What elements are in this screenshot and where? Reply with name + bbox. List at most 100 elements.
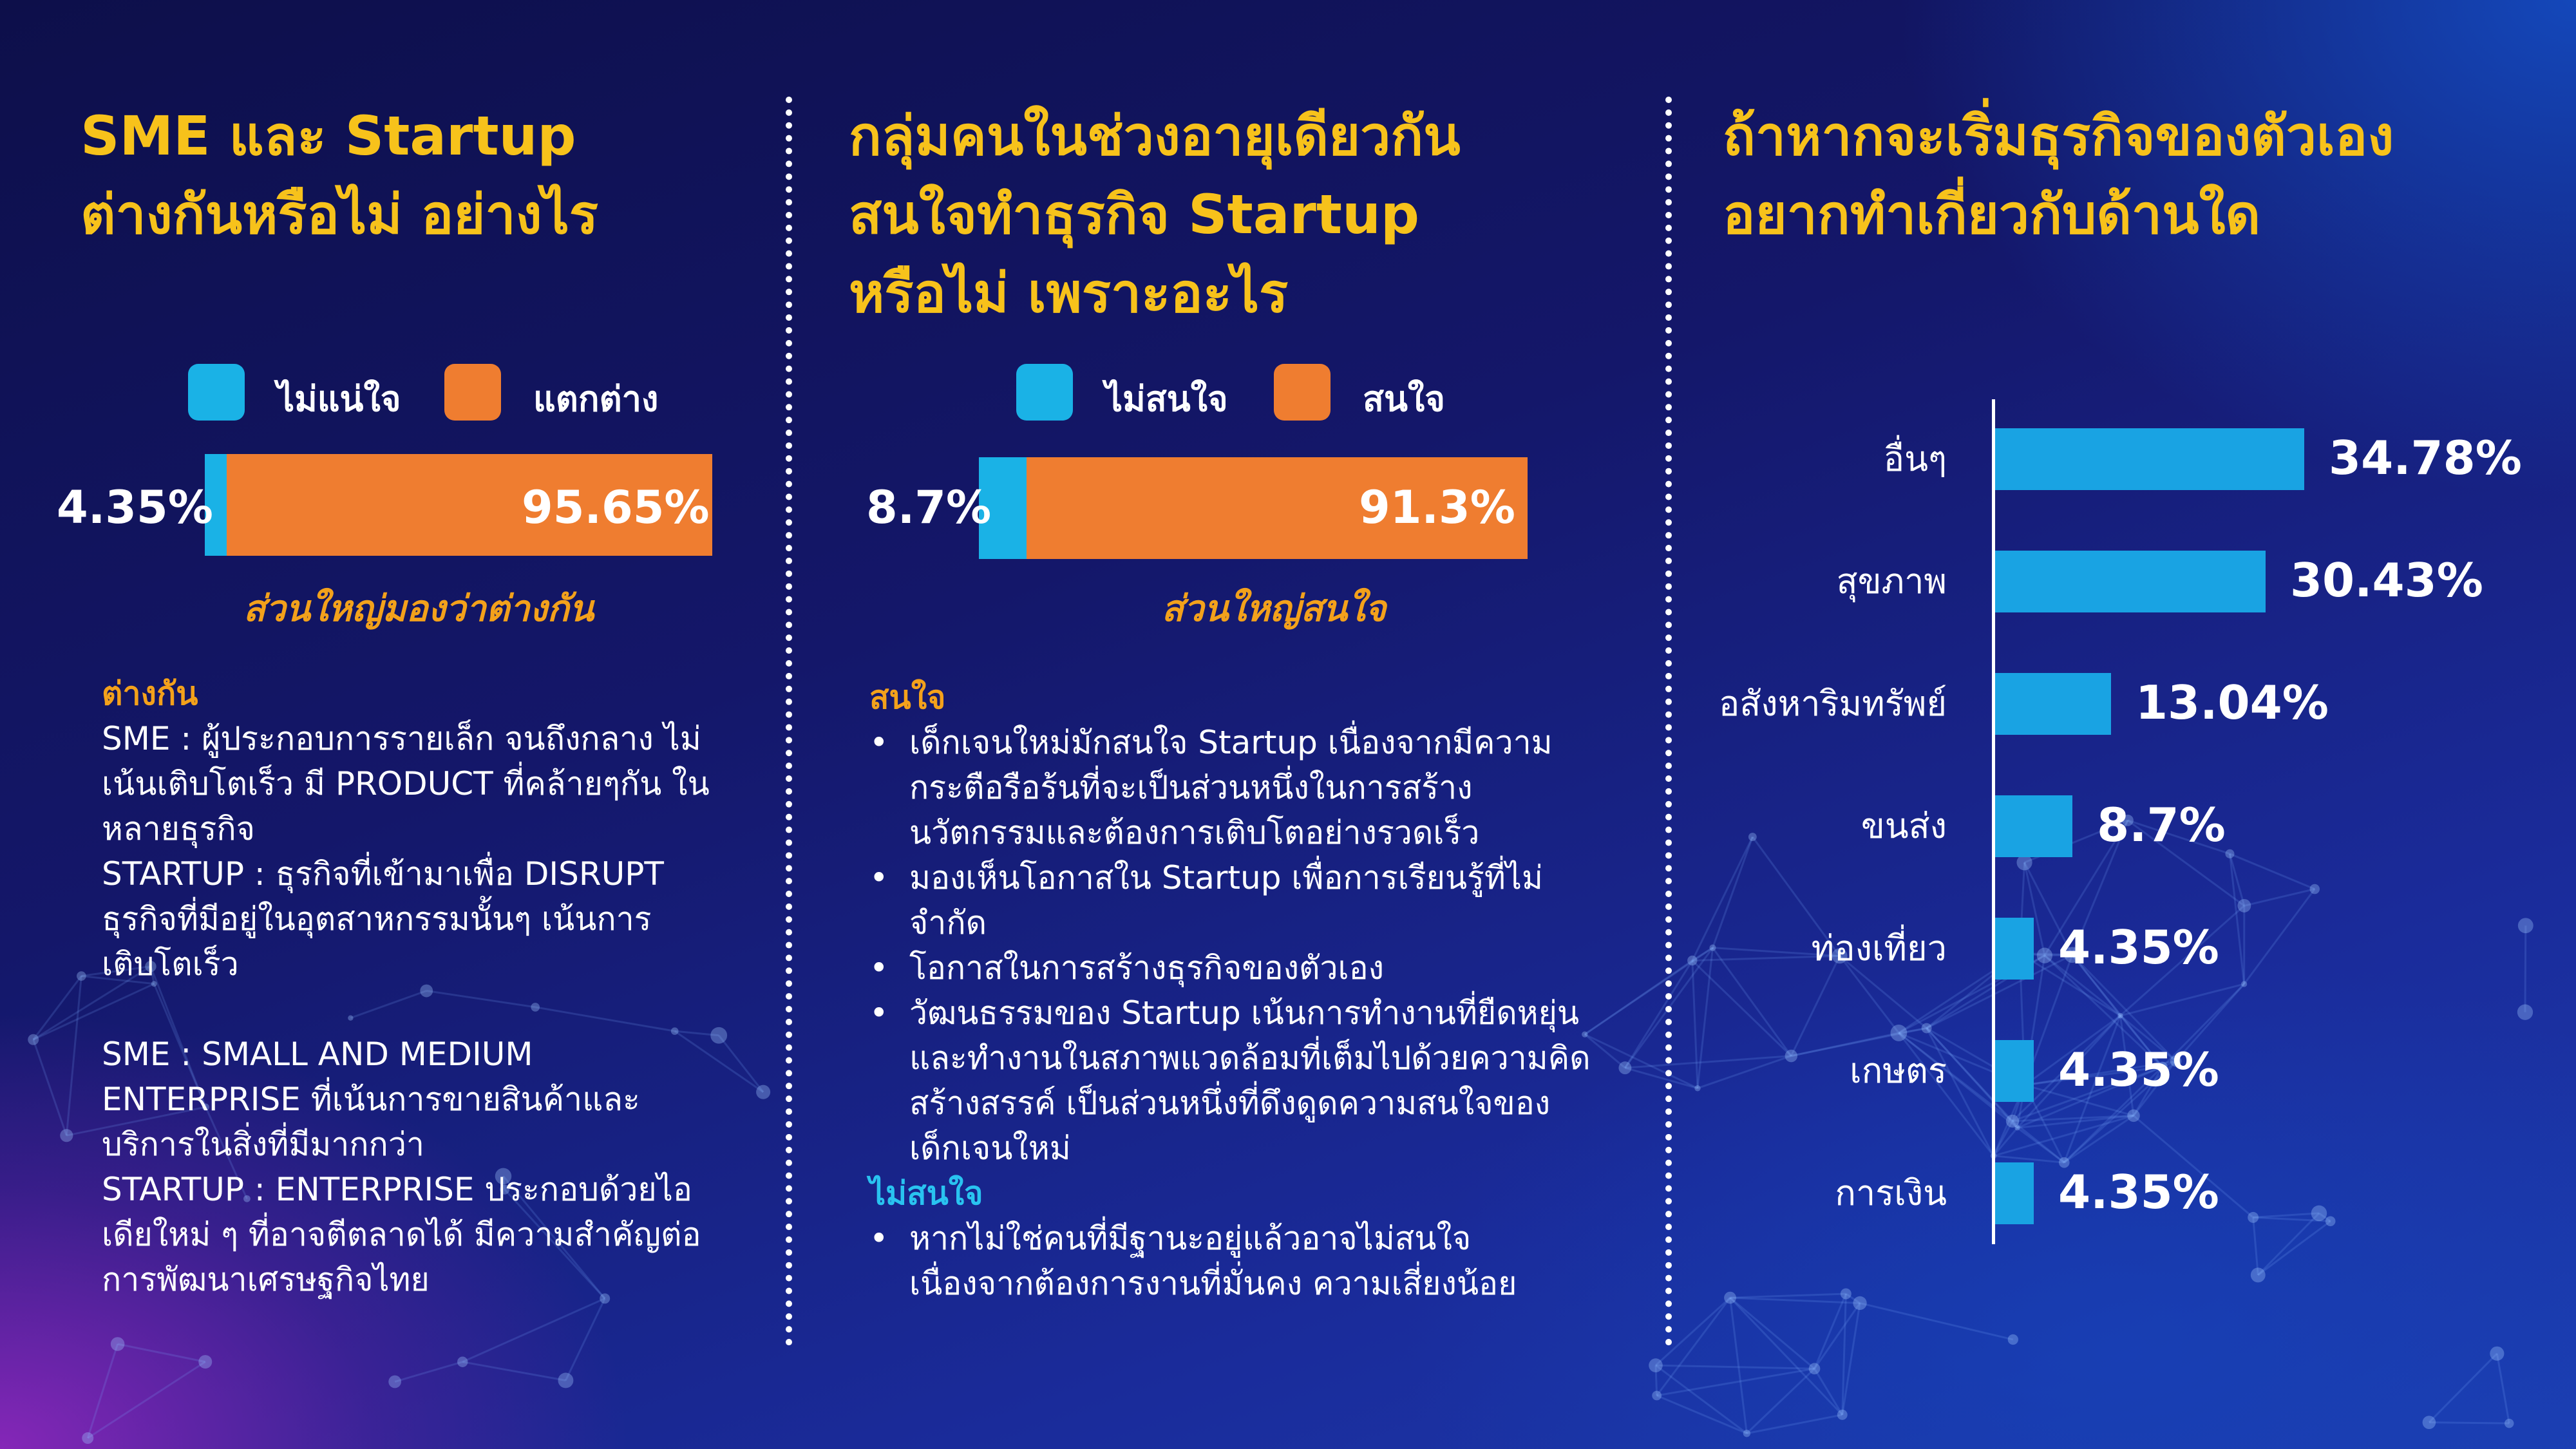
network-line xyxy=(2063,1015,2121,1163)
network-line xyxy=(2024,1066,2163,1086)
list-item: มองเห็นโอกาสใน Startup เพื่อการเรียนรู้ท… xyxy=(869,855,1597,945)
legend-swatch-interested xyxy=(1274,364,1331,421)
network-line xyxy=(2119,905,2245,1017)
network-dot xyxy=(1743,1430,1751,1437)
bar xyxy=(1995,795,2073,857)
left-paragraph-sme-definition: SME : SMALL AND MEDIUM ENTERPRISE ที่เน้… xyxy=(102,1036,640,1163)
network-dot xyxy=(2325,1216,2336,1227)
network-line xyxy=(2071,954,2163,1068)
middle-body-text: สนใจ เด็กเจนใหม่มักสนใจ Startup เนื่องจา… xyxy=(869,675,1597,1306)
left-body-text: ต่างกัน SME : ผู้ประกอบการรายเล็ก จนถึงก… xyxy=(102,671,730,1302)
network-line xyxy=(1654,1296,1731,1367)
network-dot xyxy=(388,1375,402,1388)
network-dot xyxy=(2225,849,2235,858)
network-dot xyxy=(670,1027,679,1035)
network-line xyxy=(2244,888,2315,907)
network-line xyxy=(1696,947,1714,1088)
network-line xyxy=(2257,1212,2320,1276)
network-line xyxy=(1926,1027,1994,1157)
network-line xyxy=(2252,1217,2259,1275)
network-line xyxy=(1993,1127,2018,1157)
network-dot xyxy=(2007,1334,2018,1345)
network-dot xyxy=(2517,1004,2533,1020)
network-line xyxy=(1839,955,1927,1029)
network-dot xyxy=(2036,947,2053,963)
middle-summary-note: ส่วนใหญ่สนใจ xyxy=(1161,588,1387,630)
left-section-heading: ต่างกัน xyxy=(102,675,198,712)
network-line xyxy=(149,966,155,984)
network-dot xyxy=(1748,833,1757,841)
left-spacer xyxy=(102,987,730,1032)
network-line xyxy=(1656,1367,1815,1397)
network-line xyxy=(1898,1032,2018,1129)
network-line xyxy=(1926,1027,2018,1129)
list-item: หากไม่ใช่คนที่มีฐานะอยู่แล้วอาจไม่สนใจ เ… xyxy=(869,1216,1597,1306)
network-dot xyxy=(2237,898,2251,913)
network-line xyxy=(1697,1055,1792,1090)
network-line xyxy=(1926,954,2073,1029)
network-line xyxy=(2024,1084,2134,1117)
network-line xyxy=(1845,1293,1861,1304)
network-line xyxy=(350,990,427,1019)
network-line xyxy=(462,1361,566,1381)
network-dot xyxy=(145,960,156,972)
bar-chart-axis xyxy=(1992,399,1995,1244)
network-line xyxy=(2428,1352,2498,1423)
network-line xyxy=(2043,820,2129,956)
network-dot xyxy=(1890,1025,1908,1041)
network-line xyxy=(1712,947,1840,957)
network-line xyxy=(2127,819,2230,855)
network-line xyxy=(1654,1365,1658,1396)
network-line xyxy=(2257,1220,2331,1276)
left-paragraph-startup: STARTUP : ธุรกิจที่เข้ามาเพื่อ DISRUPT ธ… xyxy=(102,855,664,983)
network-line xyxy=(2071,954,2177,1062)
network-dot xyxy=(1832,948,1848,964)
network-dot xyxy=(1724,1291,1736,1304)
network-line xyxy=(33,983,155,1041)
network-dot xyxy=(2157,1061,2168,1072)
network-dot xyxy=(198,1355,213,1369)
middle-title-line3: หรือไม่ เพราะอะไร xyxy=(849,261,1289,325)
network-line xyxy=(1791,1032,1899,1057)
bar-label-not-interested: 8.7% xyxy=(866,481,992,534)
network-dot xyxy=(2422,1416,2436,1430)
network-line xyxy=(674,1030,719,1037)
network-line xyxy=(1692,954,1840,962)
network-line xyxy=(2119,1014,2177,1062)
network-dot xyxy=(1618,1061,1632,1075)
bar-category-label: ขนส่ง xyxy=(1861,806,1947,846)
network-dot xyxy=(348,1015,354,1021)
network-line xyxy=(1655,1364,1748,1434)
list-item: วัฒนธรรมของ Startup เน้นการทำงานที่ยืดหย… xyxy=(869,990,1597,1171)
network-line xyxy=(2016,1127,2065,1164)
network-line xyxy=(2044,954,2072,957)
network-dot xyxy=(2248,1211,2259,1223)
left-title-line2: ต่างกันหรือไม่ อย่างไร xyxy=(80,183,599,246)
network-line xyxy=(86,1343,119,1439)
network-line xyxy=(1656,1297,1731,1396)
network-line xyxy=(2043,954,2121,1017)
network-dot xyxy=(2117,1012,2123,1019)
bar xyxy=(1995,673,2111,735)
network-dot xyxy=(151,981,157,987)
network-line xyxy=(2011,1015,2121,1122)
network-dot xyxy=(531,1003,540,1012)
stacked-bar-sme-vs-startup xyxy=(205,454,712,556)
network-dot xyxy=(1694,1085,1701,1092)
network-line xyxy=(394,1361,463,1383)
network-line xyxy=(117,1343,206,1363)
network-line xyxy=(2024,1060,2176,1086)
list-item: โอกาสในการสร้างธุรกิจของตัวเอง xyxy=(869,945,1597,990)
network-dot xyxy=(243,1195,251,1202)
network-line xyxy=(2043,954,2163,1068)
network-line xyxy=(1839,955,1900,1034)
network-dot xyxy=(457,1356,468,1367)
network-line xyxy=(2229,853,2315,890)
network-dot xyxy=(1840,1288,1852,1300)
network-line xyxy=(2127,819,2245,907)
network-dot xyxy=(110,1337,125,1351)
interested-reasons-list: เด็กเจนใหม่มักสนใจ Startup เนื่องจากมีคว… xyxy=(869,720,1597,1171)
network-dot xyxy=(2309,884,2320,895)
network-line xyxy=(1691,960,1792,1057)
network-dot xyxy=(1853,1296,1867,1311)
